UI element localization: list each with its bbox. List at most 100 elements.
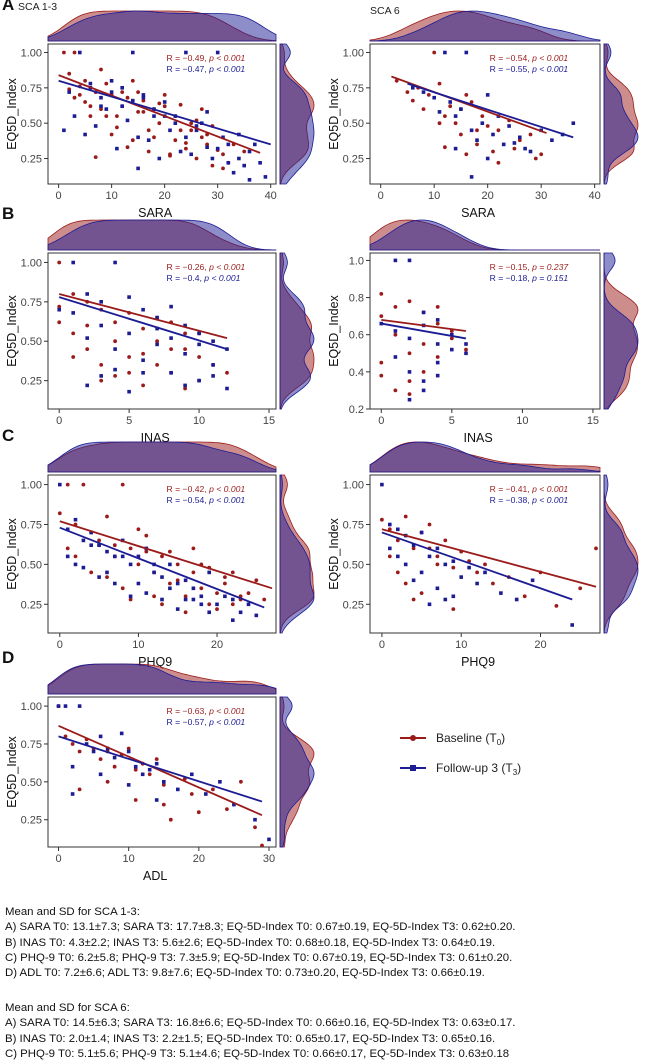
point-baseline (207, 602, 212, 607)
point-followup (178, 149, 183, 154)
point-baseline (62, 50, 66, 55)
right-density-followup (603, 252, 639, 410)
data-layer (57, 260, 229, 394)
point-baseline (93, 155, 98, 160)
point-baseline (141, 98, 146, 103)
point-baseline (411, 597, 416, 602)
annotation-baseline: R = −0.41, p < 0.001 (490, 484, 569, 494)
point-baseline (230, 570, 235, 575)
stats-sca6-header: Mean and SD for SCA 6: (5, 1002, 130, 1014)
point-baseline (71, 331, 76, 336)
point-followup (258, 161, 262, 165)
x-axis-label: INAS (464, 431, 493, 445)
point-baseline (67, 87, 72, 92)
point-baseline (475, 128, 479, 133)
point-baseline (464, 347, 468, 352)
point-baseline (491, 581, 495, 586)
point-baseline (77, 749, 82, 754)
point-followup (71, 311, 75, 315)
point-baseline (168, 581, 172, 586)
point-followup (133, 764, 138, 769)
point-baseline (183, 610, 188, 615)
point-baseline (221, 152, 225, 157)
point-followup (160, 597, 164, 602)
point-followup (189, 152, 193, 157)
point-followup (512, 141, 517, 145)
point-baseline (168, 549, 172, 554)
point-followup (571, 121, 576, 125)
annotation-baseline-p: p < 0.001 (531, 53, 568, 63)
point-followup (207, 610, 211, 615)
point-followup (254, 613, 259, 618)
point-baseline (189, 792, 194, 796)
point-followup (411, 543, 416, 547)
scatter-panels: A SCA 1-30 10 20 30 400.250.500.751.00SARAEQ5… (2, 0, 639, 883)
point-baseline (157, 101, 162, 106)
x-tick-label: 40 (265, 190, 277, 202)
legend: Baseline (T0) Follow-up 3 (T3) (400, 731, 521, 777)
point-followup (464, 351, 468, 356)
point-baseline (379, 292, 384, 296)
x-tick-label: 5 (126, 415, 132, 427)
point-baseline (443, 145, 447, 150)
point-baseline (449, 336, 454, 341)
annotation-baseline-r: R = −0.54, (490, 53, 533, 63)
point-followup (204, 792, 208, 796)
point-baseline (99, 378, 104, 383)
panel-title: SCA 6 (370, 5, 400, 17)
point-baseline (113, 374, 117, 378)
x-axis-label: INAS (141, 431, 170, 445)
point-followup (453, 114, 458, 118)
point-baseline (539, 152, 544, 157)
point-followup (530, 578, 535, 583)
y-tick-label: 1.00 (21, 480, 42, 492)
panel-frame (47, 696, 277, 848)
point-followup (136, 166, 140, 171)
right-density-followup (279, 696, 315, 848)
right-density-followup (279, 474, 315, 634)
point-followup (62, 128, 66, 133)
point-followup (136, 135, 140, 140)
point-baseline (522, 594, 527, 599)
point-baseline (239, 779, 243, 784)
point-followup (501, 142, 506, 147)
point-followup (451, 594, 456, 599)
point-baseline (126, 746, 131, 751)
point-followup (127, 295, 131, 299)
point-baseline (89, 570, 94, 575)
point-baseline (120, 90, 125, 94)
row-label: B (2, 204, 14, 223)
point-baseline (184, 146, 188, 151)
point-followup (246, 602, 251, 607)
point-followup (169, 304, 173, 309)
stats-sca13: Mean and SD for SCA 1-3: A) SARA T0: 13.… (5, 905, 515, 981)
point-baseline (483, 562, 487, 567)
point-followup (125, 118, 130, 123)
annotation-followup-r: R = −0.55, (490, 64, 533, 74)
point-followup (175, 581, 180, 586)
point-followup (267, 837, 271, 842)
point-followup (403, 562, 408, 567)
point-baseline (410, 98, 415, 103)
point-baseline (112, 764, 117, 769)
point-baseline (189, 121, 194, 126)
annotation-baseline: R = −0.49, p < 0.001 (167, 53, 246, 63)
point-followup (109, 79, 114, 83)
x-tick-label: 40 (589, 190, 601, 202)
top-density-followup (369, 441, 601, 473)
point-followup (464, 50, 469, 55)
x-tick-label: 0 (379, 639, 385, 651)
annotation-followup: R = −0.38, p < 0.001 (490, 495, 569, 505)
point-baseline (160, 554, 164, 559)
point-baseline (393, 388, 398, 393)
point-baseline (70, 742, 75, 746)
point-followup (507, 124, 511, 128)
point-followup (475, 581, 479, 586)
point-baseline (162, 93, 167, 97)
point-baseline (115, 125, 119, 130)
point-baseline (113, 339, 117, 344)
top-density-followup (47, 441, 277, 473)
top-density-followup (47, 10, 277, 42)
point-baseline (421, 342, 426, 346)
point-followup (56, 704, 61, 708)
